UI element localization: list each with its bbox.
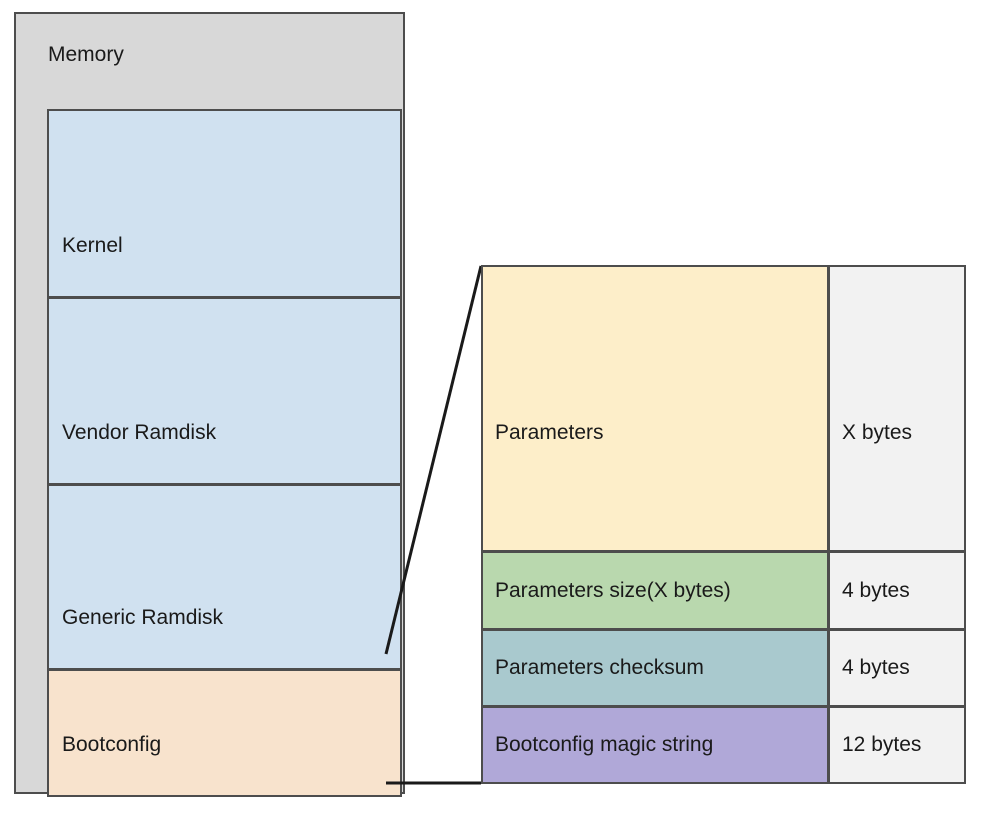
- memory-title: Memory: [48, 43, 124, 66]
- memory-segment-generic-ramdisk: Generic Ramdisk: [47, 484, 402, 670]
- bootconfig-detail-table: Parameters X bytes Parameters size(X byt…: [481, 265, 966, 784]
- memory-segment-vendor-ramdisk-label: Vendor Ramdisk: [62, 421, 217, 444]
- row-magic-size-label: 12 bytes: [842, 733, 922, 756]
- row-parameters-size-name-label: Parameters size(X bytes): [495, 578, 731, 602]
- row-magic-name-label: Bootconfig magic string: [495, 733, 714, 756]
- table-row-parameters: Parameters X bytes: [481, 265, 966, 552]
- row-parameters-size-label: X bytes: [842, 421, 913, 444]
- memory-segment-kernel: Kernel: [47, 109, 402, 298]
- memory-segment-generic-ramdisk-label: Generic Ramdisk: [62, 606, 224, 629]
- row-parameters-size-name-cell: Parameters size(X bytes): [481, 551, 829, 630]
- table-row-bootconfig-magic-string: Bootconfig magic string 12 bytes: [481, 706, 966, 784]
- memory-segment-vendor-ramdisk: Vendor Ramdisk: [47, 297, 402, 485]
- table-row-parameters-checksum: Parameters checksum 4 bytes: [481, 629, 966, 707]
- memory-container: Memory Kernel Vendor Ramdisk Generic Ram…: [14, 12, 405, 797]
- memory-segment-bootconfig: Bootconfig: [47, 669, 402, 797]
- row-checksum-size-cell: 4 bytes: [828, 629, 966, 707]
- row-magic-size-cell: 12 bytes: [828, 706, 966, 784]
- row-magic-name-cell: Bootconfig magic string: [481, 706, 829, 784]
- row-parameters-size-size-cell: 4 bytes: [828, 551, 966, 630]
- row-parameters-size-cell: X bytes: [828, 265, 966, 552]
- memory-segment-kernel-label: Kernel: [62, 234, 123, 257]
- table-row-parameters-size: Parameters size(X bytes) 4 bytes: [481, 551, 966, 630]
- row-checksum-size-label: 4 bytes: [842, 656, 910, 679]
- row-parameters-name-cell: Parameters: [481, 265, 829, 552]
- memory-segment-bootconfig-label: Bootconfig: [62, 733, 162, 756]
- row-checksum-name-label: Parameters checksum: [495, 656, 704, 679]
- row-parameters-name-label: Parameters: [495, 421, 604, 444]
- row-checksum-name-cell: Parameters checksum: [481, 629, 829, 707]
- row-parameters-size-size-label: 4 bytes: [842, 578, 910, 602]
